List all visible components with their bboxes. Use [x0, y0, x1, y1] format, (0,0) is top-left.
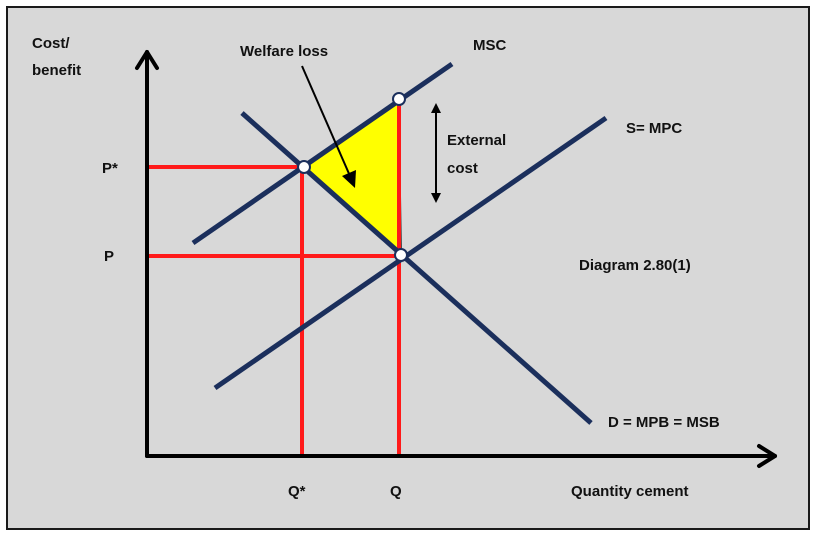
q-label: Q — [390, 483, 402, 500]
supply-label: S= MPC — [626, 120, 682, 137]
p-label: P — [104, 248, 114, 265]
market-msc-point — [392, 92, 406, 106]
welfare-loss-label: Welfare loss — [240, 43, 328, 60]
msc-curve — [191, 61, 454, 246]
y-axis-label-line2: benefit — [32, 62, 81, 79]
axes — [135, 50, 777, 468]
p-star-label: P* — [102, 160, 118, 177]
y-axis-arrowhead — [135, 50, 159, 70]
x-axis-arrowhead — [757, 444, 777, 468]
market-equilibrium-point — [394, 248, 408, 262]
guide-lines — [148, 99, 401, 456]
welfare-loss-arrowhead — [342, 170, 356, 188]
x-axis-label: Quantity cement — [571, 483, 689, 500]
y-axis-label-line1: Cost/ — [32, 35, 70, 52]
external-cost-label-line1: External — [447, 132, 506, 149]
msc-label: MSC — [473, 37, 507, 54]
welfare-loss-arrow — [301, 65, 351, 177]
q-star-label: Q* — [288, 483, 306, 500]
demand-curve — [240, 111, 593, 425]
social-optimum-point — [297, 160, 311, 174]
demand-label: D = MPB = MSB — [608, 414, 720, 431]
diagram-id-label: Diagram 2.80(1) — [579, 257, 691, 274]
equilibrium-points — [297, 92, 408, 262]
external-cost-label-line2: cost — [447, 160, 478, 177]
supply-mpc-curve — [213, 115, 608, 391]
